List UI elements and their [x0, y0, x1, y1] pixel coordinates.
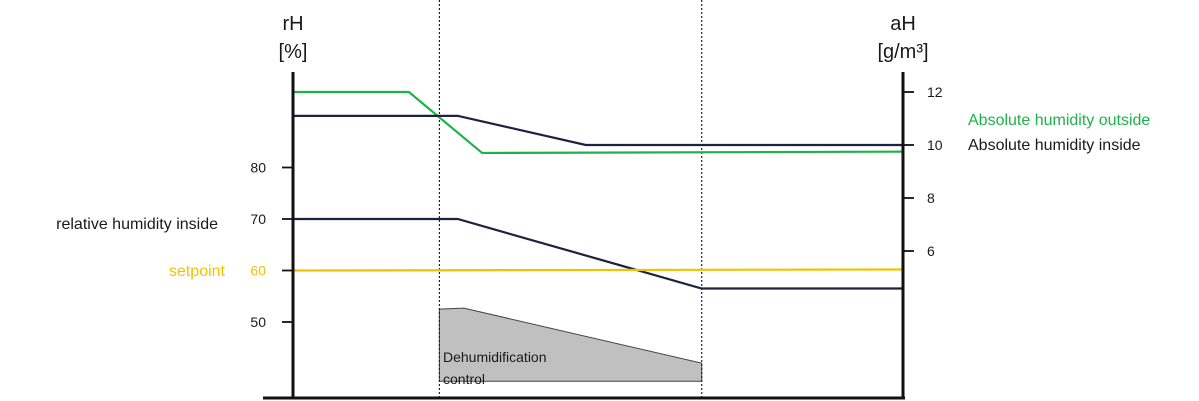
- ticks-group: 80 70 60 50 12 10 8 6: [250, 84, 942, 330]
- series-ah-outside: [293, 92, 903, 153]
- ah-outside-label: Absolute humidity outside: [968, 112, 1150, 129]
- right-axis-title-line2: [g/m³]: [877, 41, 928, 63]
- setpoint-label: setpoint: [169, 263, 226, 280]
- right-tick-label-10: 10: [927, 137, 943, 153]
- right-tick-label-12: 12: [927, 84, 943, 100]
- left-axis-title-line1: rH: [282, 13, 303, 35]
- left-tick-label-60: 60: [250, 263, 266, 279]
- series-ah-inside: [293, 116, 903, 145]
- series-rh-inside: [293, 219, 903, 289]
- dehum-label-line2: control: [443, 371, 485, 387]
- left-tick-label-80: 80: [250, 160, 266, 176]
- ah-inside-label: Absolute humidity inside: [968, 137, 1141, 154]
- dehum-label-line1: Dehumidification: [443, 349, 547, 365]
- right-tick-label-8: 8: [927, 190, 935, 206]
- left-axis-title-line2: [%]: [279, 41, 308, 63]
- right-axis-title-line1: aH: [890, 13, 916, 35]
- left-tick-label-50: 50: [250, 314, 266, 330]
- rh-inside-label: relative humidity inside: [56, 216, 218, 233]
- series-setpoint: [293, 269, 903, 270]
- right-tick-label-6: 6: [927, 243, 935, 259]
- series-group: [293, 92, 903, 289]
- left-tick-label-70: 70: [250, 211, 266, 227]
